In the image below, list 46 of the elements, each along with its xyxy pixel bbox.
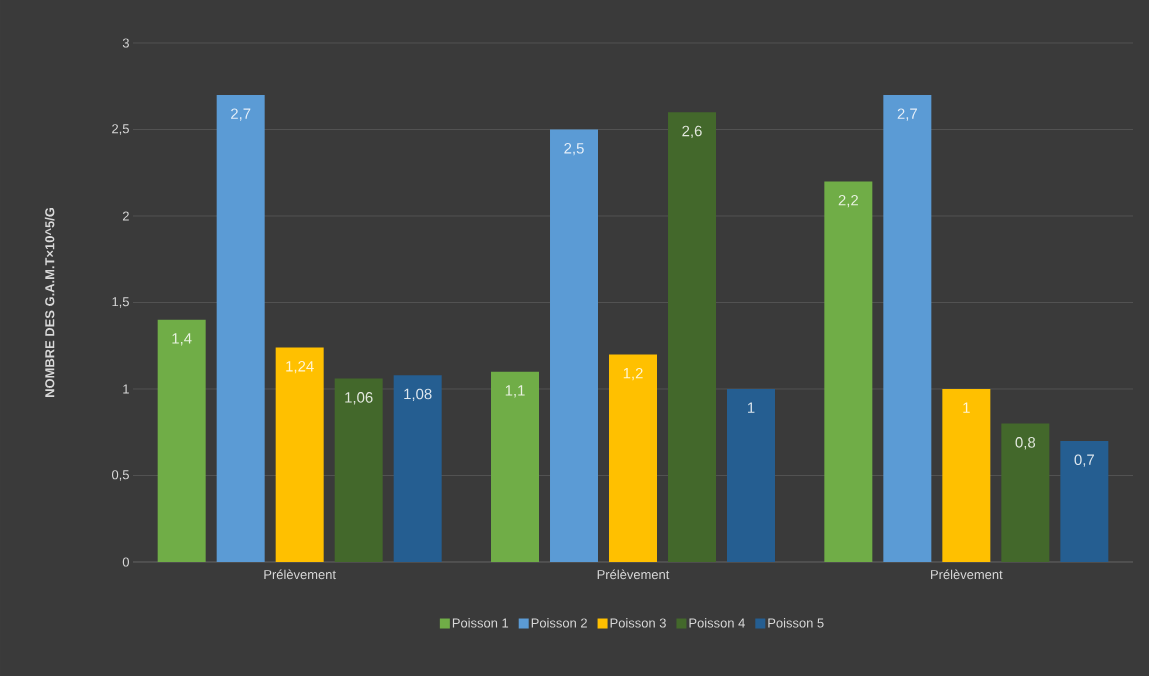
data-label: 2,7: [897, 108, 917, 121]
data-label: 1,1: [505, 385, 525, 398]
x-tick-label: Prélèvement: [597, 569, 670, 580]
y-tick-label: 3: [122, 38, 129, 48]
legend-label: Poisson 3: [610, 618, 666, 628]
legend-label: Poisson 4: [689, 618, 745, 628]
bar: [1060, 440, 1109, 562]
bar: [668, 112, 716, 562]
bar: [334, 378, 383, 562]
y-axis-title: NOMBRE DES G.A.M.T×10^5/G: [44, 207, 55, 397]
y-tick-label: 0: [122, 557, 129, 567]
x-tick-label: Prélèvement: [264, 569, 336, 580]
y-tick-label: 1: [123, 384, 129, 394]
bar: [275, 347, 324, 562]
data-label: 1,24: [286, 360, 314, 374]
legend-label: Poisson 2: [531, 618, 587, 628]
bar: [824, 181, 873, 562]
y-tick-label: 2,5: [112, 124, 129, 135]
data-label: 1: [747, 402, 755, 413]
data-label: 1,2: [623, 367, 643, 381]
data-label: 2,2: [838, 194, 858, 208]
y-tick-label: 0,5: [111, 470, 129, 481]
bar: [216, 94, 265, 562]
data-label: 1,4: [172, 333, 192, 346]
data-label: 2,5: [564, 143, 584, 156]
bar: [883, 94, 932, 562]
data-label: 0,7: [1074, 454, 1094, 467]
bar: [727, 388, 776, 562]
data-label: 0,8: [1015, 437, 1036, 450]
legend-label: Poisson 1: [452, 618, 509, 628]
bar: [942, 388, 991, 562]
bar: [491, 371, 540, 562]
bar: [550, 129, 598, 562]
bar: [609, 354, 657, 562]
data-label: 1,06: [345, 392, 373, 405]
x-tick-label: Prélèvement: [931, 569, 1003, 580]
bar: [1001, 423, 1050, 562]
y-tick-label: 1,5: [112, 297, 129, 308]
y-tick-label: 2: [122, 211, 129, 221]
bar: [393, 375, 442, 562]
data-label: 2,7: [231, 108, 251, 121]
legend-label: Poisson 5: [768, 618, 824, 628]
data-label: 1: [963, 402, 970, 413]
bar: [157, 319, 206, 562]
data-label: 2,6: [682, 125, 702, 139]
data-label: 1,08: [404, 388, 432, 402]
